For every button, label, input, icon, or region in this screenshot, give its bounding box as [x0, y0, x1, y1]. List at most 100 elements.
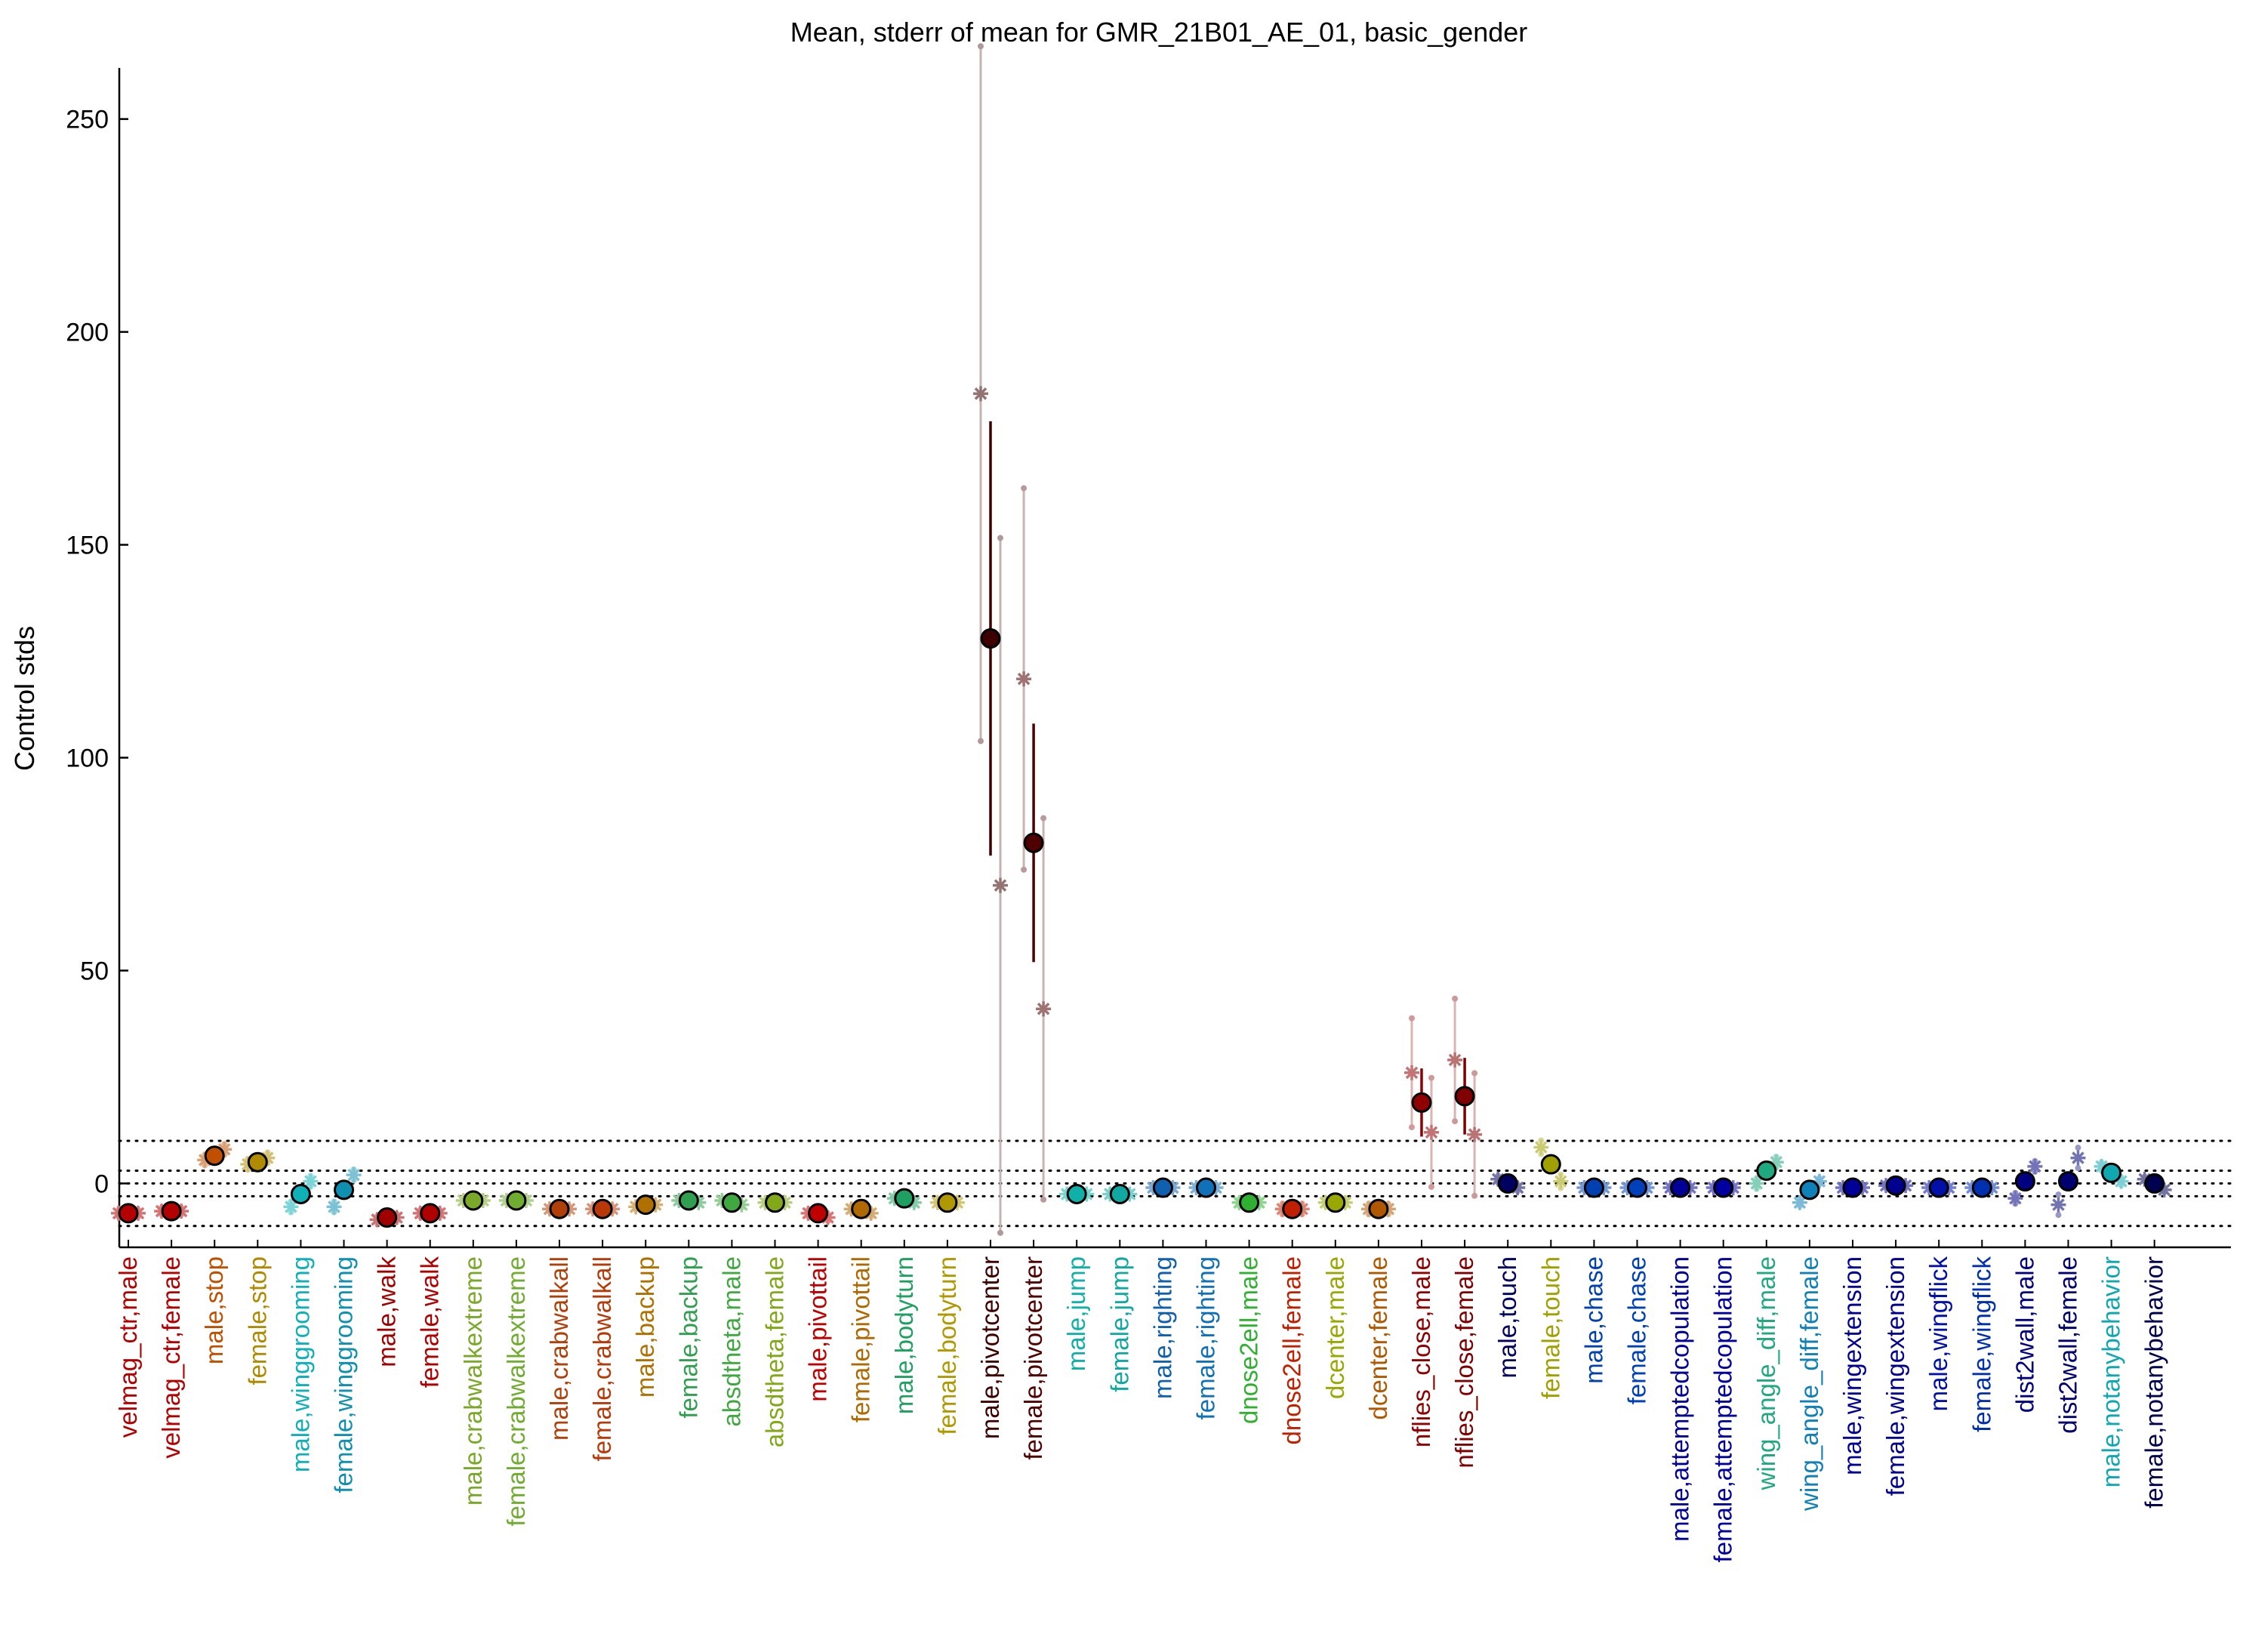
replicate-marker-stroke: [1554, 1175, 1567, 1188]
x-tick-label: male,backup: [631, 1256, 659, 1398]
x-tick-label: female,backup: [674, 1256, 702, 1419]
x-tick-label: female,notanybehavior: [2140, 1256, 2168, 1509]
mean-point: [894, 1188, 915, 1209]
x-tick-label: dist2wall,female: [2054, 1256, 2082, 1434]
replicate-marker: [1424, 1124, 1439, 1140]
x-tick-label: female,crabwalkall: [588, 1256, 616, 1461]
replicate-error-end: [978, 43, 984, 50]
x-tick-label: nflies_close,male: [1407, 1256, 1435, 1447]
x-tick-label: dnose2ell,male: [1235, 1256, 1263, 1424]
mean-point: [161, 1200, 182, 1222]
x-tick-label: female,jump: [1105, 1256, 1133, 1392]
y-tick-label: 150: [66, 532, 109, 560]
mean-point: [1583, 1177, 1604, 1198]
x-tick-label: female,pivotcenter: [1019, 1256, 1047, 1460]
replicate-error-end: [2075, 1145, 2081, 1151]
replicate-marker-stroke: [1405, 1066, 1419, 1080]
mean-point: [549, 1198, 570, 1219]
x-tick-label: female,crabwalkextreme: [502, 1256, 530, 1527]
mean-point: [1497, 1173, 1518, 1194]
replicate-marker-stroke: [304, 1175, 317, 1188]
x-tick-label: female,touch: [1536, 1256, 1564, 1399]
mean-point: [808, 1203, 829, 1224]
replicate-error-end: [1471, 1070, 1478, 1077]
x-tick-label: male,touch: [1493, 1256, 1521, 1378]
mean-point: [1540, 1154, 1561, 1175]
chart-title: Mean, stderr of mean for GMR_21B01_AE_01…: [790, 17, 1528, 48]
replicate-error-end: [997, 1229, 1003, 1236]
y-tick-label: 50: [80, 957, 109, 985]
replicate-error-end: [1040, 1196, 1047, 1203]
mean-point: [1368, 1198, 1389, 1219]
mean-point: [765, 1192, 785, 1213]
replicate-marker-stroke: [1534, 1141, 1548, 1154]
x-tick-label: female,wingflick: [1967, 1256, 1995, 1432]
x-tick-label: male,bodyturn: [890, 1256, 918, 1414]
mean-point: [247, 1151, 268, 1173]
mean-point: [1109, 1184, 1130, 1205]
mean-point: [377, 1207, 398, 1228]
mean-point: [1325, 1192, 1346, 1213]
mean-points: [118, 628, 2165, 1228]
replicate-error-end: [1452, 995, 1459, 1002]
replicate-error-end: [1409, 1015, 1415, 1022]
replicate-error-end: [1428, 1183, 1434, 1190]
replicate-marker: [1036, 1001, 1052, 1017]
replicate-marker: [1533, 1139, 1549, 1155]
x-tick-label: wing_angle_diff,male: [1752, 1256, 1780, 1490]
mean-point: [204, 1145, 225, 1167]
mean-point: [678, 1190, 699, 1211]
mean-point: [1454, 1086, 1475, 1107]
replicate-marker-stroke: [2095, 1160, 2108, 1173]
x-tick-label: male,notanybehavior: [2097, 1256, 2125, 1487]
x-tick-label: male,stop: [200, 1256, 228, 1364]
x-tick-label: velmag_ctr,male: [114, 1256, 142, 1438]
replicate-marker: [1404, 1065, 1419, 1080]
x-tick-label: female,attemptedcopulation: [1709, 1256, 1737, 1562]
replicate-marker-stroke: [1793, 1196, 1807, 1210]
x-tick-label: absdtheta,female: [761, 1256, 789, 1447]
x-tick-label: absdtheta,male: [717, 1256, 745, 1427]
mean-point: [1411, 1092, 1432, 1113]
replicate-marker: [2070, 1150, 2086, 1166]
replicate-error-end: [2055, 1212, 2062, 1219]
x-tick-label: female,bodyturn: [933, 1256, 961, 1435]
x-tick-label: female,stop: [243, 1256, 271, 1385]
mean-point: [721, 1192, 742, 1213]
replicate-marker-stroke: [1468, 1128, 1481, 1141]
replicate-error-end: [1409, 1123, 1415, 1130]
mean-point: [463, 1190, 484, 1211]
replicate-marker: [1016, 671, 1032, 687]
x-tick-label: dnose2ell,female: [1278, 1256, 1306, 1445]
x-tick-label: velmag_ctr,female: [157, 1256, 185, 1459]
mean-point: [1928, 1177, 1949, 1198]
x-tick-label: male,winggrooming: [286, 1256, 314, 1472]
x-tick-label: female,pivottail: [847, 1256, 875, 1422]
replicate-marker: [2007, 1191, 2023, 1207]
mean-point: [420, 1203, 441, 1224]
replicate-error-end: [1452, 1118, 1459, 1125]
x-tick-label: male,crabwalkall: [545, 1256, 573, 1441]
x-tick-label: nflies_close,female: [1450, 1256, 1478, 1469]
replicate-marker: [973, 386, 988, 402]
replicate-marker: [1447, 1052, 1463, 1068]
replicate-marker: [283, 1199, 299, 1215]
mean-point: [1670, 1177, 1691, 1198]
replicate-marker-stroke: [2029, 1160, 2041, 1173]
mean-point: [1239, 1192, 1260, 1213]
x-tick-label: dist2wall,male: [2010, 1256, 2038, 1413]
mean-point: [1282, 1198, 1303, 1219]
replicate-marker-stroke: [2009, 1191, 2022, 1205]
x-tick-label: male,walk: [373, 1256, 401, 1367]
x-tick-label: dcenter,female: [1364, 1256, 1392, 1419]
mean-point: [2014, 1171, 2035, 1192]
replicate-error-end: [1471, 1192, 1478, 1199]
mean-point: [1756, 1160, 1777, 1181]
x-tick-labels: velmag_ctr,male velmag_ctr,female male,sto…: [114, 1256, 2168, 1563]
mean-point: [1713, 1177, 1734, 1198]
replicate-marker-stroke: [285, 1200, 297, 1213]
replicate-marker-stroke: [994, 879, 1007, 892]
replicate-marker-stroke: [1750, 1177, 1764, 1190]
mean-point: [1627, 1177, 1647, 1198]
